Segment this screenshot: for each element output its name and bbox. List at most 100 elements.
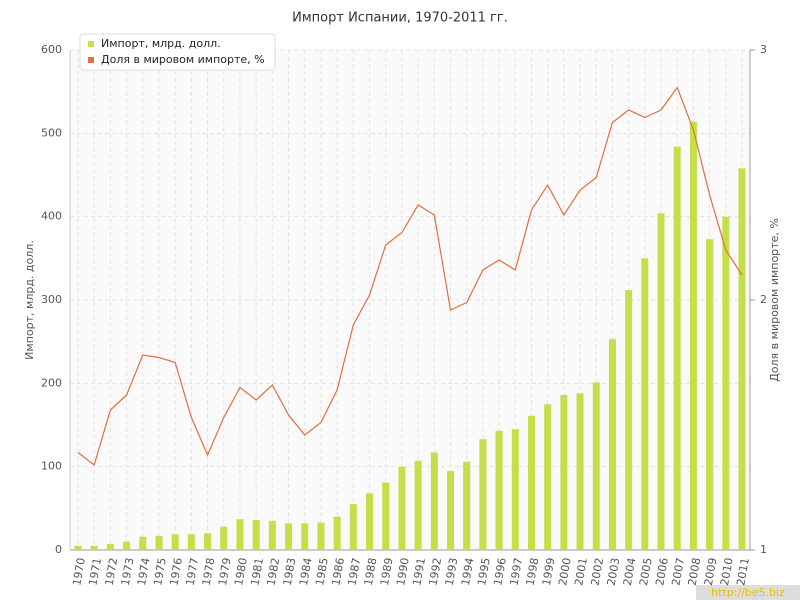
x-tick-label: 2005 [637, 557, 655, 587]
bar [382, 482, 390, 550]
x-tick-label: 1983 [281, 557, 299, 587]
y2-tick-label: 1 [760, 543, 767, 556]
y2-tick-label: 3 [760, 43, 767, 56]
x-tick-label: 1979 [216, 557, 234, 587]
y2-axis-label: Доля в мировом импорте, % [768, 218, 781, 382]
chart-title: Импорт Испании, 1970-2011 гг. [292, 11, 508, 26]
bar [123, 541, 131, 550]
x-tick-label: 1996 [491, 557, 509, 587]
x-tick-label: 1980 [232, 557, 250, 587]
bar [366, 493, 374, 550]
x-tick-label: 1972 [103, 557, 121, 587]
bar [204, 533, 212, 550]
x-tick-label: 1990 [394, 557, 412, 587]
bar [90, 545, 98, 550]
y-tick-label: 0 [55, 543, 62, 556]
x-tick-label: 2004 [621, 557, 639, 587]
bar [74, 545, 82, 550]
y-tick-label: 600 [41, 43, 62, 56]
x-tick-label: 2008 [686, 557, 704, 587]
x-tick-label: 2006 [653, 557, 671, 587]
x-tick-label: 2010 [718, 557, 736, 587]
legend-swatch [88, 41, 94, 47]
x-tick-label: 1987 [346, 557, 364, 587]
x-tick-label: 2011 [734, 557, 752, 587]
bar [608, 339, 616, 550]
x-tick-label: 1984 [297, 557, 315, 587]
x-tick-label: 1970 [70, 557, 88, 587]
legend-box [79, 33, 276, 71]
x-tick-label: 2007 [669, 557, 687, 587]
bar [187, 534, 195, 550]
x-tick-label: 1988 [362, 557, 380, 587]
x-tick-label: 1971 [86, 557, 104, 587]
bar [414, 460, 422, 550]
bar [689, 121, 697, 551]
bar [106, 544, 114, 550]
legend-swatch [88, 57, 94, 63]
x-tick-label: 1997 [508, 557, 526, 587]
x-tick-label: 1993 [443, 557, 461, 587]
bar [430, 452, 438, 550]
bar [479, 439, 487, 550]
bar [155, 535, 163, 550]
x-tick-label: 2002 [588, 557, 606, 587]
x-tick-label: 2003 [605, 557, 623, 587]
bar [236, 519, 244, 550]
bar [285, 523, 293, 550]
x-tick-label: 1973 [119, 557, 137, 587]
bar [706, 239, 714, 550]
bar [544, 404, 552, 550]
y-tick-label: 400 [41, 210, 62, 223]
bar [722, 216, 730, 550]
y-tick-label: 100 [41, 460, 62, 473]
bar [398, 466, 406, 550]
x-tick-label: 1981 [248, 557, 266, 587]
x-tick-label: 1985 [313, 557, 331, 587]
bar [171, 534, 179, 550]
bar [592, 382, 600, 550]
x-tick-label: 1974 [135, 557, 153, 587]
bar [673, 146, 681, 550]
x-tick-label: 1986 [329, 557, 347, 587]
line [77, 86, 743, 467]
bar [511, 429, 519, 550]
bar [738, 168, 746, 551]
watermark: http://be5.biz [711, 586, 785, 599]
x-tick-label: 1994 [459, 557, 477, 587]
x-tick-label: 1991 [410, 557, 428, 587]
bar [333, 516, 341, 550]
bar [463, 461, 471, 550]
bar [220, 526, 228, 550]
bar [625, 290, 633, 550]
x-tick-label: 1977 [184, 557, 202, 587]
bar [641, 258, 649, 550]
bar [446, 470, 454, 550]
bar [301, 523, 309, 550]
y-axis-label: Импорт, млрд. долл. [23, 240, 36, 360]
bar [657, 213, 665, 551]
x-tick-label: 1998 [524, 557, 542, 587]
bar [268, 520, 276, 550]
x-tick-label: 1989 [378, 557, 396, 587]
bar [252, 520, 260, 550]
x-tick-label: 1992 [427, 557, 445, 587]
x-tick-label: 1982 [265, 557, 283, 587]
y-tick-label: 500 [41, 126, 62, 139]
y-tick-label: 300 [41, 293, 62, 306]
x-tick-label: 2009 [702, 557, 720, 587]
legend-label: Импорт, млрд. долл. [101, 37, 221, 50]
x-tick-label: 2000 [556, 557, 574, 587]
bar [317, 522, 325, 550]
bar [560, 395, 568, 550]
bar [349, 504, 357, 550]
y2-tick-label: 2 [760, 293, 767, 306]
x-tick-label: 1978 [200, 557, 218, 587]
y-tick-label: 200 [41, 376, 62, 389]
x-tick-label: 1995 [475, 557, 493, 587]
bar [139, 536, 147, 550]
x-tick-label: 1976 [167, 557, 185, 587]
bar [527, 415, 535, 550]
x-tick-label: 1999 [540, 557, 558, 587]
